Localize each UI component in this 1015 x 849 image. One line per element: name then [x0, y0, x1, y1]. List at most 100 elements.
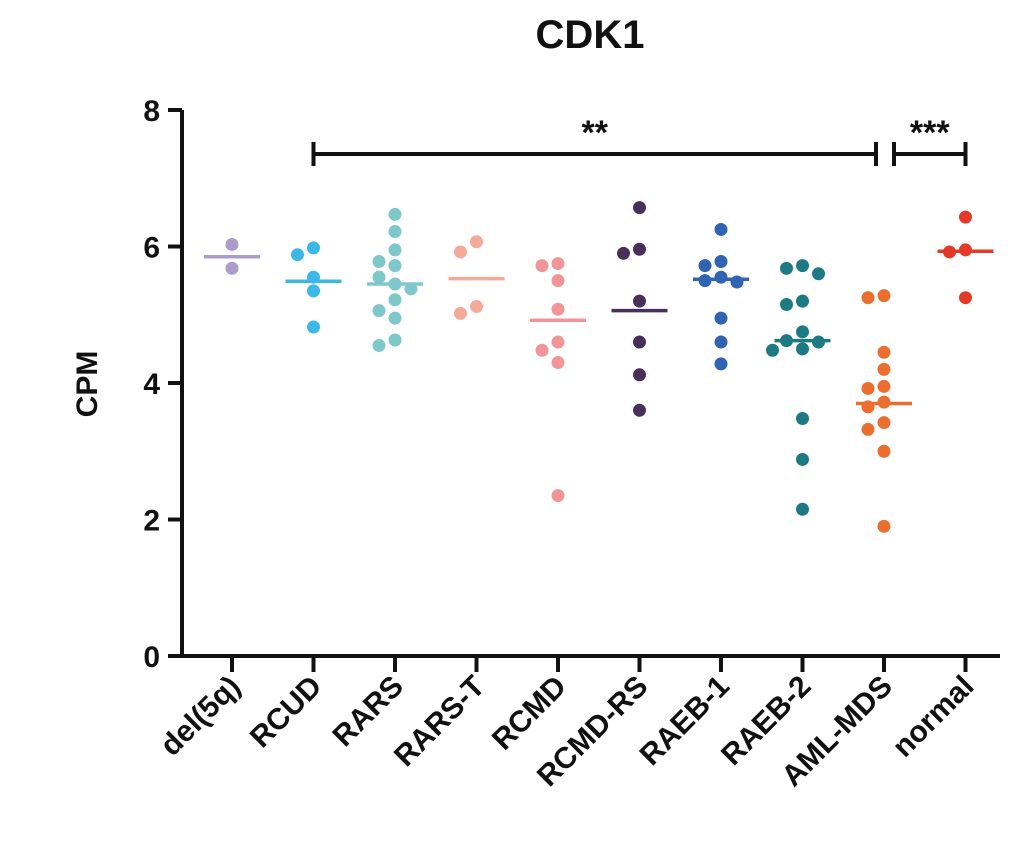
data-point: [796, 502, 809, 516]
significance-label: **: [582, 114, 609, 152]
significance-bracket: [892, 142, 968, 166]
y-ticks: 0 2 4 6 8: [143, 95, 182, 674]
data-point: [291, 248, 304, 262]
data-point: [388, 333, 402, 347]
median-lines: [204, 249, 994, 406]
data-point: [877, 416, 891, 430]
significance-label: ***: [910, 114, 950, 152]
data-point: [877, 444, 891, 458]
data-point: [454, 245, 467, 259]
data-point: [796, 294, 809, 308]
data-point: [617, 246, 630, 260]
data-point: [388, 224, 402, 238]
data-point: [796, 325, 809, 339]
x-tick-label: normal: [886, 670, 980, 764]
data-point: [372, 338, 386, 352]
data-point: [551, 489, 565, 503]
data-point: [388, 259, 402, 273]
data-point: [372, 255, 386, 269]
data-point: [714, 270, 728, 284]
data-point: [877, 379, 891, 393]
data-point: [698, 274, 712, 288]
y-tick-label: 8: [143, 95, 160, 128]
data-point: [388, 243, 402, 257]
x-tick-label: RCUD: [244, 670, 329, 755]
data-point: [714, 335, 728, 349]
data-point: [551, 335, 565, 349]
data-point: [535, 259, 549, 273]
x-tick-label: RARS-T: [388, 670, 491, 773]
data-point: [812, 335, 825, 349]
significance-brackets: ** ***: [311, 114, 968, 166]
data-point: [780, 334, 793, 348]
x-tick-label: del(5q): [154, 670, 247, 763]
data-point: [633, 294, 646, 308]
data-point: [633, 368, 646, 382]
data-point: [796, 342, 809, 356]
data-point: [388, 311, 402, 325]
data-point: [796, 411, 809, 425]
data-point: [796, 452, 809, 466]
y-tick-label: 6: [143, 232, 160, 265]
data-point: [861, 422, 875, 436]
data-point: [307, 320, 320, 334]
y-axis-label: CPM: [71, 351, 104, 418]
data-point: [877, 362, 891, 376]
data-point: [812, 267, 825, 281]
data-point: [780, 261, 793, 275]
data-point: [714, 311, 728, 325]
data-point: [535, 343, 549, 357]
data-point: [730, 275, 744, 289]
data-point: [714, 357, 728, 371]
data-point: [959, 291, 972, 305]
data-point: [877, 395, 891, 409]
data-point: [698, 259, 712, 273]
data-point: [796, 259, 809, 273]
data-point: [551, 356, 565, 370]
data-point: [633, 335, 646, 349]
x-ticks: del(5q)RCUDRARSRARS-TRCMDRCMD-RSRAEB-1RA…: [154, 656, 980, 793]
significance-bracket: [311, 142, 878, 166]
axes: [180, 110, 1000, 658]
data-point: [877, 345, 891, 359]
data-point: [861, 400, 875, 414]
data-point: [780, 298, 793, 312]
x-tick-label: RAEB-1: [634, 670, 736, 772]
data-point: [454, 306, 467, 320]
data-point: [307, 284, 320, 298]
data-point: [861, 381, 875, 395]
data-point: [470, 300, 483, 314]
data-point: [307, 270, 320, 284]
data-point: [943, 245, 956, 259]
data-point: [959, 243, 972, 257]
data-point: [307, 241, 320, 255]
y-tick-label: 2: [143, 505, 160, 538]
data-point: [714, 255, 728, 269]
data-point: [633, 242, 646, 256]
data-point: [470, 235, 483, 249]
y-tick-label: 0: [143, 641, 160, 674]
data-point: [388, 277, 402, 291]
data-point: [766, 343, 779, 357]
data-point: [372, 304, 386, 318]
data-point: [225, 261, 239, 275]
data-point: [225, 237, 239, 251]
data-point: [404, 282, 418, 296]
data-point: [388, 293, 402, 307]
data-point: [551, 257, 565, 271]
data-point: [633, 201, 646, 215]
data-point: [877, 289, 891, 303]
data-point: [551, 302, 565, 316]
data-point: [388, 207, 402, 221]
data-point: [877, 519, 891, 533]
data-point: [372, 270, 386, 284]
data-points: [225, 201, 972, 533]
data-point: [714, 222, 728, 236]
chart-title: CDK1: [536, 13, 645, 57]
data-point: [861, 291, 875, 305]
data-point: [551, 274, 565, 288]
y-tick-label: 4: [143, 368, 160, 401]
data-point: [633, 403, 646, 417]
